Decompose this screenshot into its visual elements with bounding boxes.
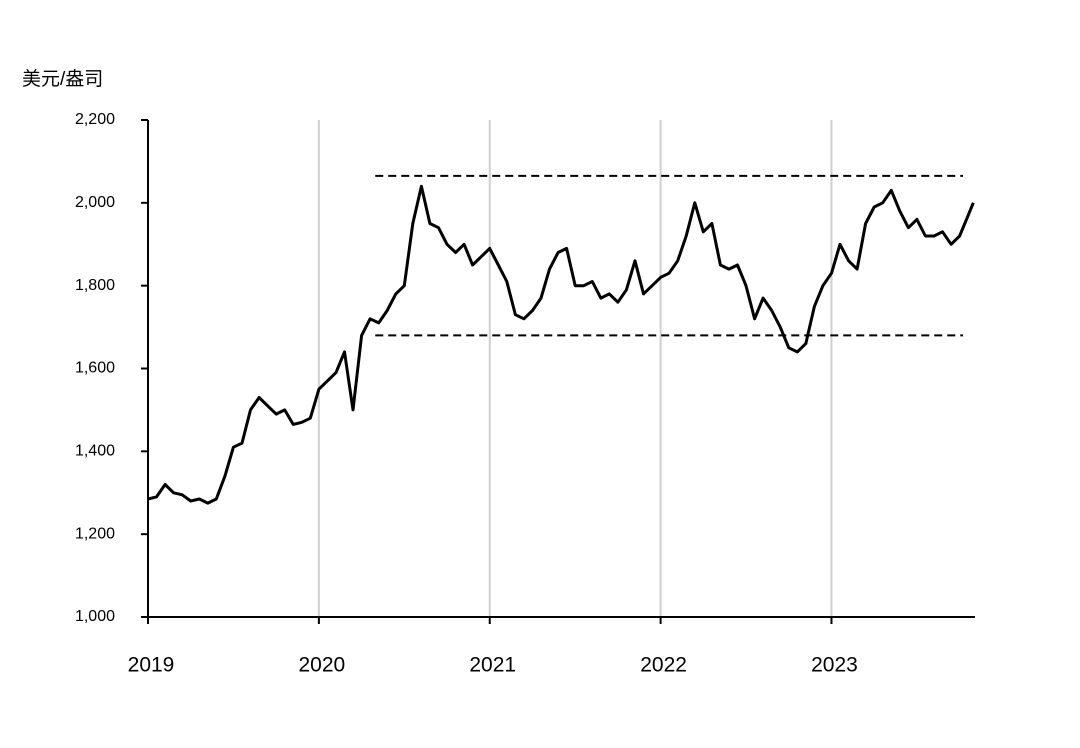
y-tick-label: 1,400 — [75, 443, 115, 460]
x-tick-label: 2023 — [811, 654, 858, 677]
y-tick-label: 1,600 — [75, 360, 115, 377]
x-tick-label: 2022 — [640, 654, 687, 677]
x-tick-label: 2020 — [299, 654, 346, 677]
y-axis-label: 美元/盎司 — [22, 68, 103, 90]
x-tick-label: 2019 — [128, 654, 175, 677]
x-tick-label: 2021 — [469, 654, 516, 677]
y-tick-label: 1,800 — [75, 277, 115, 294]
y-tick-label: 1,200 — [75, 525, 115, 542]
price-line — [147, 184, 975, 505]
y-tick-label: 2,000 — [75, 194, 115, 211]
y-tick-label: 1,000 — [75, 608, 115, 625]
y-tick-label: 2,200 — [75, 111, 115, 128]
